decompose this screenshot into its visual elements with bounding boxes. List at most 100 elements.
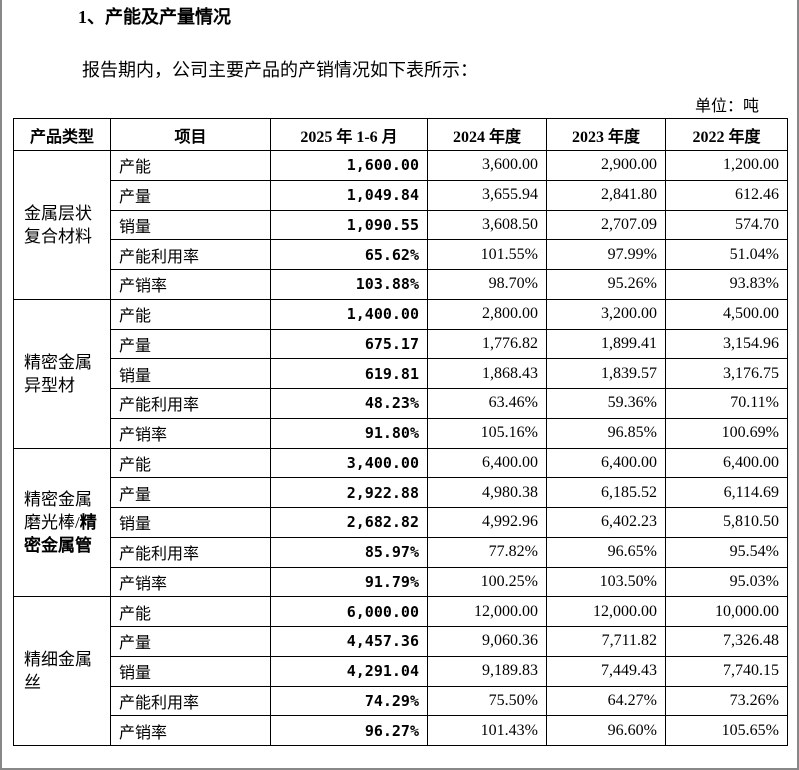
value-cell: 1,776.82	[427, 328, 547, 360]
value-cell: 51.04%	[665, 239, 788, 270]
table-row: 产销率 91.80% 105.16% 96.85% 100.69%	[14, 417, 788, 449]
value-cell: 2,900.00	[546, 150, 666, 181]
value-cell: 6,000.00	[270, 596, 428, 627]
value-cell: 7,740.15	[665, 655, 788, 687]
value-cell: 9,189.83	[427, 655, 547, 687]
table-row: 产量 2,922.88 4,980.38 6,185.52 6,114.69	[14, 477, 788, 508]
value-cell: 3,176.75	[665, 358, 788, 389]
value-cell: 3,600.00	[427, 150, 547, 181]
group-cell: 精细金属丝	[13, 596, 111, 746]
value-cell: 73.26%	[665, 685, 788, 717]
value-cell: 1,600.00	[270, 150, 428, 181]
item-cell: 销量	[110, 358, 271, 389]
value-cell: 63.46%	[427, 388, 547, 419]
value-cell: 3,655.94	[427, 179, 547, 211]
table-body: 金属层状复合材料 产能 1,600.00 3,600.00 2,900.00 1,200.…	[13, 150, 788, 746]
table-row: 精细金属丝 产能 6,000.00 12,000.00 12,000.00 10,000.…	[13, 596, 788, 746]
value-cell: 6,114.69	[665, 477, 788, 508]
value-cell: 75.50%	[427, 685, 547, 717]
value-cell: 95.54%	[665, 536, 788, 568]
item-cell: 产能利用率	[110, 536, 271, 568]
item-cell: 产量	[110, 328, 271, 360]
value-cell: 100.69%	[665, 417, 788, 449]
item-cell: 产能	[110, 298, 271, 330]
table-row: 产销率 96.27% 101.43% 96.60% 105.65%	[14, 715, 788, 746]
value-cell: 619.81	[270, 358, 428, 389]
value-cell: 96.27%	[270, 715, 428, 746]
value-cell: 7,326.48	[665, 626, 788, 657]
item-cell: 产能利用率	[110, 388, 271, 419]
header-cell: 项目	[110, 118, 271, 151]
value-cell: 100.25%	[427, 566, 547, 598]
value-cell: 2,682.82	[270, 507, 428, 538]
value-cell: 6,400.00	[546, 447, 666, 479]
value-cell: 6,400.00	[665, 447, 788, 479]
table-row: 产销率 91.79% 100.25% 103.50% 95.03%	[14, 566, 788, 598]
intro: 报告期内，公司主要产品的产销情况如下表所示：	[82, 60, 478, 80]
item-cell: 销量	[110, 507, 271, 538]
value-cell: 65.62%	[270, 239, 428, 270]
group-name: 精密金属磨光棒/	[24, 489, 92, 532]
value-cell: 12,000.00	[546, 596, 666, 627]
value-cell: 3,400.00	[270, 447, 428, 479]
value-cell: 4,500.00	[665, 298, 788, 330]
value-cell: 675.17	[270, 328, 428, 360]
value-cell: 95.26%	[546, 269, 666, 300]
item-cell: 产量	[110, 626, 271, 657]
value-cell: 64.27%	[546, 685, 666, 717]
value-cell: 70.11%	[665, 388, 788, 419]
item-cell: 产销率	[110, 269, 271, 300]
value-cell: 103.88%	[270, 269, 428, 300]
table-row: 销量 619.81 1,868.43 1,839.57 3,176.75	[14, 358, 788, 389]
value-cell: 4,291.04	[270, 655, 428, 687]
value-cell: 3,154.96	[665, 328, 788, 360]
value-cell: 2,800.00	[427, 298, 547, 330]
value-cell: 5,810.50	[665, 507, 788, 538]
value-cell: 77.82%	[427, 536, 547, 568]
value-cell: 1,839.57	[546, 358, 666, 389]
value-cell: 1,400.00	[270, 298, 428, 330]
header-cell: 产品类型	[13, 118, 111, 151]
group-cell: 金属层状复合材料	[13, 150, 111, 300]
table-row: 金属层状复合材料 产能 1,600.00 3,600.00 2,900.00 1,200.…	[13, 150, 788, 300]
table-row: 产量 4,457.36 9,060.36 7,711.82 7,326.48	[14, 626, 788, 657]
value-cell: 97.99%	[546, 239, 666, 270]
unit: 单位：吨	[694, 98, 759, 115]
header-cell: 2023 年度	[546, 118, 666, 151]
value-cell: 105.65%	[665, 715, 788, 746]
item-cell: 产能利用率	[110, 239, 271, 270]
value-cell: 7,711.82	[546, 626, 666, 657]
table-row: 产量 675.17 1,776.82 1,899.41 3,154.96	[14, 328, 788, 360]
value-cell: 74.29%	[270, 685, 428, 717]
value-cell: 91.80%	[270, 417, 428, 449]
item-cell: 产销率	[110, 715, 271, 746]
item-cell: 产能	[110, 150, 271, 181]
item-cell: 销量	[110, 209, 271, 241]
header-cell: 2024 年度	[427, 118, 547, 151]
value-cell: 85.97%	[270, 536, 428, 568]
value-cell: 612.46	[665, 179, 788, 211]
group-cell: 精密金属异型材	[13, 298, 111, 449]
table-row: 精密金属磨光棒/精密金属管 产能 3,400.00 6,400.00 6,400.00 6…	[13, 447, 788, 598]
value-cell: 98.70%	[427, 269, 547, 300]
header-row: 产品类型 项目 2025 年 1-6 月 2024 年度 2023 年度 2022 年度	[13, 118, 788, 151]
value-cell: 3,200.00	[546, 298, 666, 330]
value-cell: 4,992.96	[427, 507, 547, 538]
group-name: 精密金属异型材	[24, 352, 92, 395]
value-cell: 103.50%	[546, 566, 666, 598]
value-cell: 6,400.00	[427, 447, 547, 479]
value-cell: 96.65%	[546, 536, 666, 568]
table-row: 销量 2,682.82 4,992.96 6,402.23 5,810.50	[14, 507, 788, 538]
header-cell: 2022 年度	[665, 118, 788, 151]
value-cell: 105.16%	[427, 417, 547, 449]
value-cell: 1,899.41	[546, 328, 666, 360]
value-cell: 4,457.36	[270, 626, 428, 657]
value-cell: 9,060.36	[427, 626, 547, 657]
value-cell: 6,185.52	[546, 477, 666, 508]
group-name-bold: 精密金属管	[24, 512, 97, 555]
table-row: 产能利用率 85.97% 77.82% 96.65% 95.54%	[14, 536, 788, 568]
table-row: 精密金属异型材 产能 1,400.00 2,800.00 3,200.00 4,500.0…	[13, 298, 788, 449]
value-cell: 3,608.50	[427, 209, 547, 241]
value-cell: 1,090.55	[270, 209, 428, 241]
